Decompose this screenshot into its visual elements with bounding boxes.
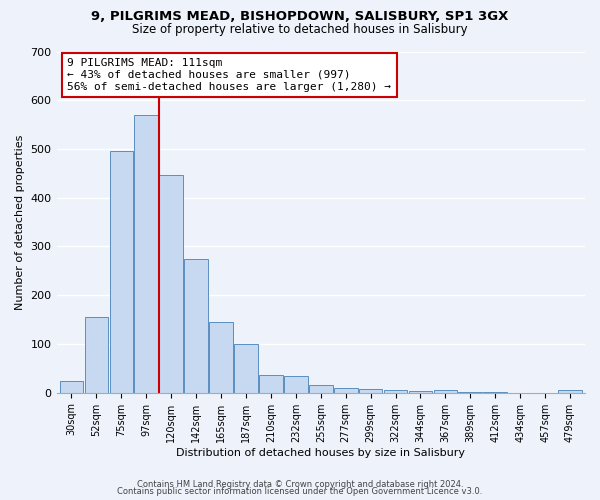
Bar [110, 152, 133, 392]
Text: Contains HM Land Registry data © Crown copyright and database right 2024.: Contains HM Land Registry data © Crown c… [137, 480, 463, 489]
Bar [384, 390, 407, 392]
Text: Size of property relative to detached houses in Salisbury: Size of property relative to detached ho… [132, 22, 468, 36]
Bar [434, 390, 457, 392]
Bar [59, 380, 83, 392]
Text: 9, PILGRIMS MEAD, BISHOPDOWN, SALISBURY, SP1 3GX: 9, PILGRIMS MEAD, BISHOPDOWN, SALISBURY,… [91, 10, 509, 23]
Bar [160, 175, 183, 392]
X-axis label: Distribution of detached houses by size in Salisbury: Distribution of detached houses by size … [176, 448, 465, 458]
Bar [85, 317, 108, 392]
Bar [284, 376, 308, 392]
Bar [309, 386, 332, 392]
Bar [184, 258, 208, 392]
Bar [209, 322, 233, 392]
Bar [558, 390, 582, 392]
Bar [359, 390, 382, 392]
Bar [134, 115, 158, 392]
Y-axis label: Number of detached properties: Number of detached properties [15, 134, 25, 310]
Bar [259, 374, 283, 392]
Text: 9 PILGRIMS MEAD: 111sqm
← 43% of detached houses are smaller (997)
56% of semi-d: 9 PILGRIMS MEAD: 111sqm ← 43% of detache… [67, 58, 391, 92]
Text: Contains public sector information licensed under the Open Government Licence v3: Contains public sector information licen… [118, 487, 482, 496]
Bar [334, 388, 358, 392]
Bar [234, 344, 258, 393]
